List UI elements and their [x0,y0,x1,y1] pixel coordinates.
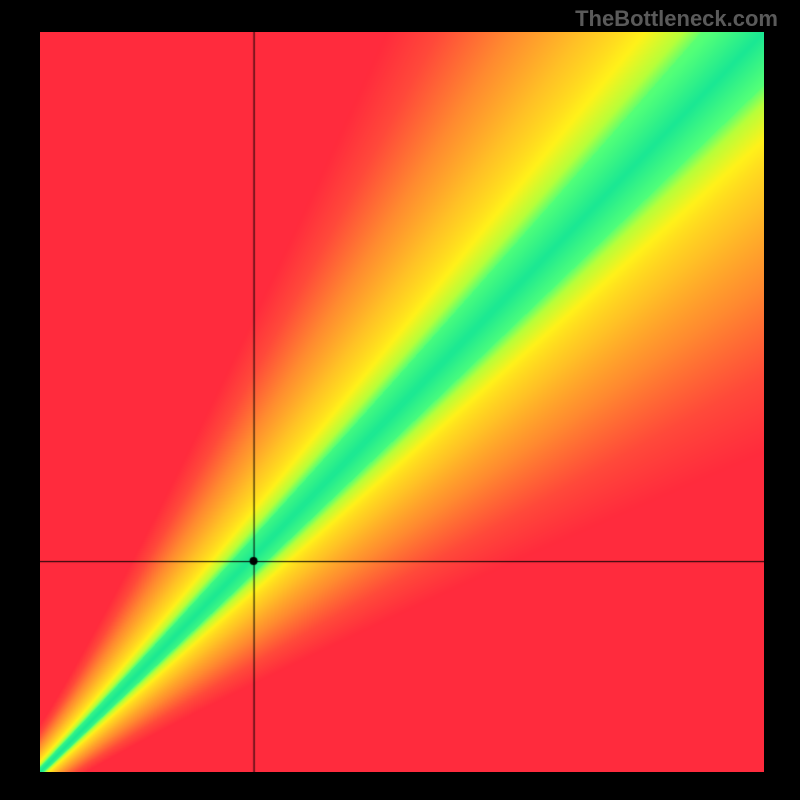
heatmap-canvas [40,32,764,772]
bottleneck-heatmap [40,32,764,772]
watermark-text: TheBottleneck.com [575,6,778,32]
